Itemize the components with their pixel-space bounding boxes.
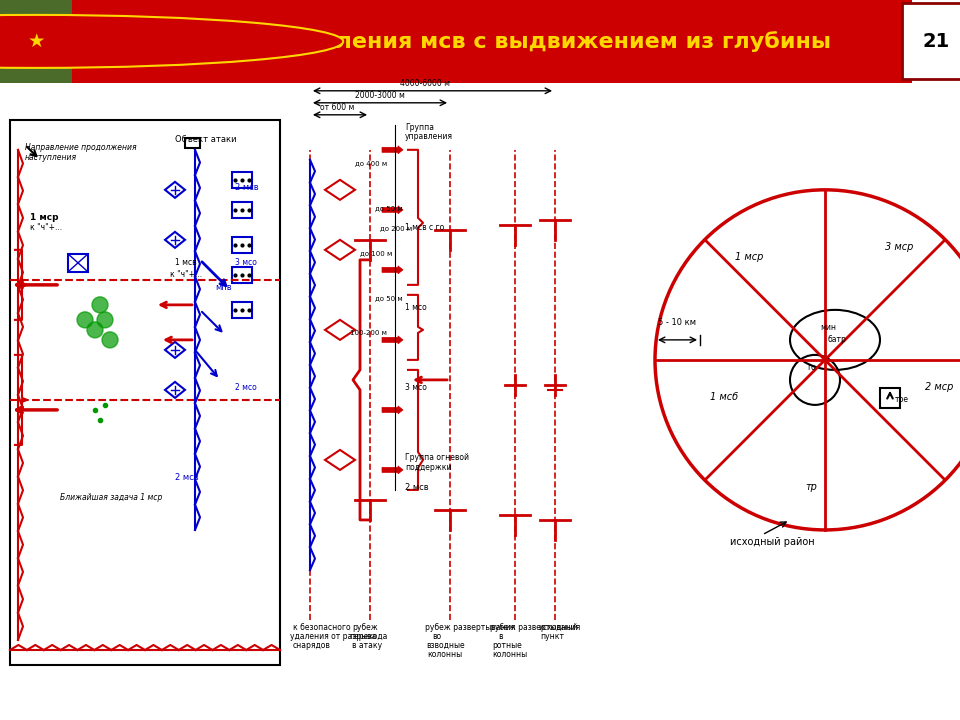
Text: удаления от разрыва: удаления от разрыва [290, 632, 376, 641]
FancyBboxPatch shape [72, 0, 912, 83]
Text: ротные: ротные [492, 641, 521, 650]
Text: 3 мсо: 3 мсо [405, 383, 427, 392]
Text: Группа огневой: Группа огневой [405, 453, 469, 462]
Text: 1 мср: 1 мср [30, 213, 59, 222]
Text: Ближайшая задача 1 мср: Ближайшая задача 1 мср [60, 493, 162, 502]
Text: 2000-3000 м: 2000-3000 м [355, 91, 405, 100]
Text: тре: тре [895, 395, 909, 404]
Bar [232, 267, 252, 283]
Text: управления: управления [405, 132, 453, 141]
Text: Объект атаки: Объект атаки [175, 135, 236, 144]
Text: Ведение наступления мсв с выдвижением из глубины: Ведение наступления мсв с выдвижением из… [130, 31, 830, 52]
Text: до 50 м: до 50 м [375, 204, 402, 211]
Text: 2 мср: 2 мср [925, 382, 953, 392]
FancyArrow shape [382, 466, 403, 474]
Text: перехода: перехода [349, 632, 388, 641]
Text: снарядов: снарядов [293, 641, 331, 650]
Text: к безопасного: к безопасного [293, 623, 350, 632]
Bar [10, 120, 280, 665]
Text: 3 мср: 3 мср [885, 242, 913, 252]
Text: Направление продолжения: Направление продолжения [25, 143, 136, 152]
Text: наступления: наступления [25, 153, 77, 162]
Circle shape [0, 15, 344, 68]
Text: колонны: колонны [492, 650, 527, 659]
FancyBboxPatch shape [902, 4, 960, 79]
FancyArrow shape [382, 336, 403, 344]
Text: 21: 21 [923, 32, 949, 51]
Text: го: го [807, 363, 816, 372]
Bar [232, 237, 252, 253]
FancyBboxPatch shape [0, 0, 72, 83]
Bar [68, 254, 88, 272]
Text: колонны: колонны [427, 650, 462, 659]
Text: в атаку: в атаку [352, 641, 382, 650]
Text: к "ч"+...: к "ч"+... [30, 223, 62, 232]
FancyArrow shape [382, 406, 403, 414]
Bar [185, 138, 200, 148]
Circle shape [97, 312, 113, 328]
Text: пункт: пункт [540, 632, 564, 641]
Circle shape [77, 312, 93, 328]
Text: 5 - 10 км: 5 - 10 км [658, 318, 696, 327]
Text: от 600 м: от 600 м [320, 103, 354, 112]
Circle shape [87, 322, 103, 338]
Text: 3 мсо: 3 мсо [235, 258, 257, 267]
Text: в: в [498, 632, 502, 641]
Text: 4000-6000 м: 4000-6000 м [400, 78, 450, 88]
Text: тр: тр [805, 482, 817, 492]
Text: рубеж: рубеж [352, 623, 377, 632]
Text: 2 мсв: 2 мсв [175, 473, 199, 482]
Text: 1 мср: 1 мср [735, 252, 763, 262]
FancyArrow shape [382, 146, 403, 154]
Text: во: во [432, 632, 442, 641]
Text: до 200 м: до 200 м [380, 225, 412, 231]
Circle shape [655, 190, 960, 530]
FancyArrow shape [382, 206, 403, 214]
Text: к "ч"+...: к "ч"+... [170, 270, 203, 279]
Text: поддержки: поддержки [405, 463, 451, 472]
Text: 2 мсв: 2 мсв [235, 183, 258, 192]
Circle shape [102, 332, 118, 348]
Text: 1 мсв с го: 1 мсв с го [405, 223, 444, 232]
Bar [232, 302, 252, 318]
Text: 100-200 м: 100-200 м [350, 330, 387, 336]
Text: 1 мсв: 1 мсв [175, 258, 197, 267]
Text: Группа: Группа [405, 123, 434, 132]
Bar [880, 388, 900, 408]
Text: 2 мсв: 2 мсв [405, 483, 428, 492]
Circle shape [92, 297, 108, 313]
Text: рубеж развертывания: рубеж развертывания [490, 623, 580, 632]
Text: исходный район: исходный район [730, 537, 815, 547]
FancyArrow shape [382, 266, 403, 274]
Text: батр: батр [827, 335, 846, 344]
Bar [232, 202, 252, 218]
Text: мпв: мпв [215, 283, 231, 292]
Text: рубеж развертывания: рубеж развертывания [425, 623, 516, 632]
Text: 1 мсо: 1 мсо [405, 303, 427, 312]
Text: 1 мсб: 1 мсб [710, 392, 738, 402]
Text: исходный: исходный [538, 623, 578, 632]
Text: до 50 м: до 50 м [375, 295, 402, 301]
Text: взводные: взводные [426, 641, 465, 650]
Text: до 400 м: до 400 м [355, 160, 387, 166]
Text: ★: ★ [27, 32, 45, 51]
Text: 2 мсо: 2 мсо [235, 383, 256, 392]
Bar [232, 172, 252, 188]
Text: мин: мин [820, 323, 836, 332]
Text: до 100 м: до 100 м [360, 250, 393, 256]
